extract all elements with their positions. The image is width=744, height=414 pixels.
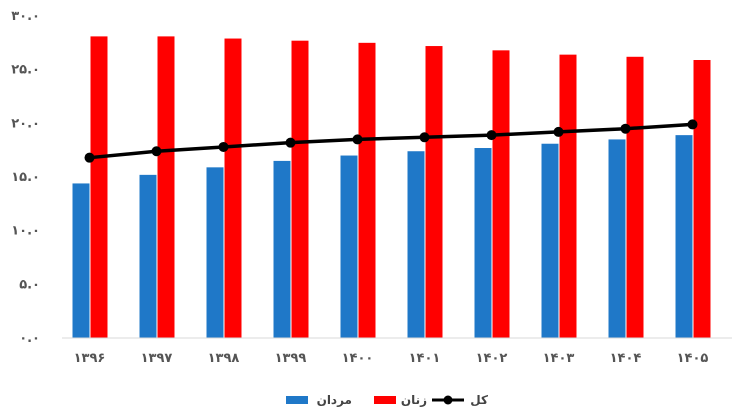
y-tick-label: ۲۰.۰	[11, 116, 40, 131]
bar-women	[626, 56, 644, 338]
x-tick-label: ۱۴۰۴	[610, 351, 642, 366]
bar-men	[206, 167, 224, 338]
legend-total-marker	[443, 395, 453, 405]
x-tick-label: ۱۴۰۱	[409, 351, 441, 366]
legend-men-swatch	[286, 396, 308, 404]
total-point	[352, 134, 363, 145]
x-tick-label: ۱۴۰۲	[476, 351, 508, 366]
total-point	[486, 130, 497, 141]
bar-women	[291, 40, 309, 338]
total-point	[687, 119, 698, 130]
total-line-series	[84, 119, 698, 163]
total-point	[285, 137, 296, 148]
bars	[72, 36, 711, 339]
bar-women	[358, 42, 376, 338]
legend-women-label: زنان	[401, 393, 427, 407]
x-tick-label: ۱۳۹۷	[141, 351, 173, 366]
bar-women	[90, 36, 108, 338]
y-tick-label: ۱۵.۰	[11, 170, 40, 185]
x-tick-label: ۱۴۰۵	[677, 351, 709, 366]
bar-women	[224, 38, 242, 338]
x-tick-label: ۱۳۹۸	[208, 351, 240, 366]
x-tick-label: ۱۳۹۶	[74, 351, 106, 366]
bar-men	[541, 143, 559, 338]
bar-women	[693, 60, 711, 339]
bar-men	[139, 174, 157, 338]
bar-women	[492, 50, 510, 338]
y-tick-label: ۲۵.۰	[11, 63, 40, 78]
bar-men	[72, 183, 90, 338]
bar-men	[474, 148, 492, 338]
x-axis: ۱۳۹۶ ۱۳۹۷ ۱۳۹۸ ۱۳۹۹ ۱۴۰۰ ۱۴۰۱ ۱۴۰۲ ۱۴۰۳ ۱۴۰۴ ۱۴۰۵	[62, 337, 732, 366]
legend-women-swatch	[374, 396, 396, 404]
total-point	[553, 126, 564, 137]
total-point	[620, 123, 631, 134]
x-tick-label: ۱۴۰۳	[543, 351, 575, 366]
legend-total-label: کل	[470, 393, 488, 407]
bar-women	[559, 54, 577, 338]
total-point	[419, 132, 430, 143]
bar-women	[425, 46, 443, 338]
total-point	[218, 141, 229, 152]
y-axis: ۰.۰ ۵.۰ ۱۰.۰ ۱۵.۰ ۲۰.۰ ۲۵.۰ ۳۰.۰	[11, 9, 40, 346]
legend-men-label: مردان	[317, 393, 352, 407]
total-point	[84, 152, 95, 163]
total-line	[89, 122, 693, 160]
y-tick-label: ۳۰.۰	[11, 9, 40, 24]
bar-men	[675, 135, 693, 338]
bar-women	[157, 36, 175, 338]
legend: کل زنان مردان	[286, 393, 488, 407]
bar-men	[608, 139, 626, 338]
total-point	[151, 146, 162, 157]
bar-men	[340, 155, 358, 338]
y-tick-label: ۱۰.۰	[11, 224, 40, 239]
x-tick-label: ۱۳۹۹	[275, 351, 307, 366]
x-tick-label: ۱۴۰۰	[342, 351, 374, 366]
bar-men	[407, 151, 425, 338]
bar-men	[273, 160, 291, 338]
y-tick-label: ۰.۰	[19, 331, 40, 346]
y-tick-label: ۵.۰	[19, 277, 40, 292]
